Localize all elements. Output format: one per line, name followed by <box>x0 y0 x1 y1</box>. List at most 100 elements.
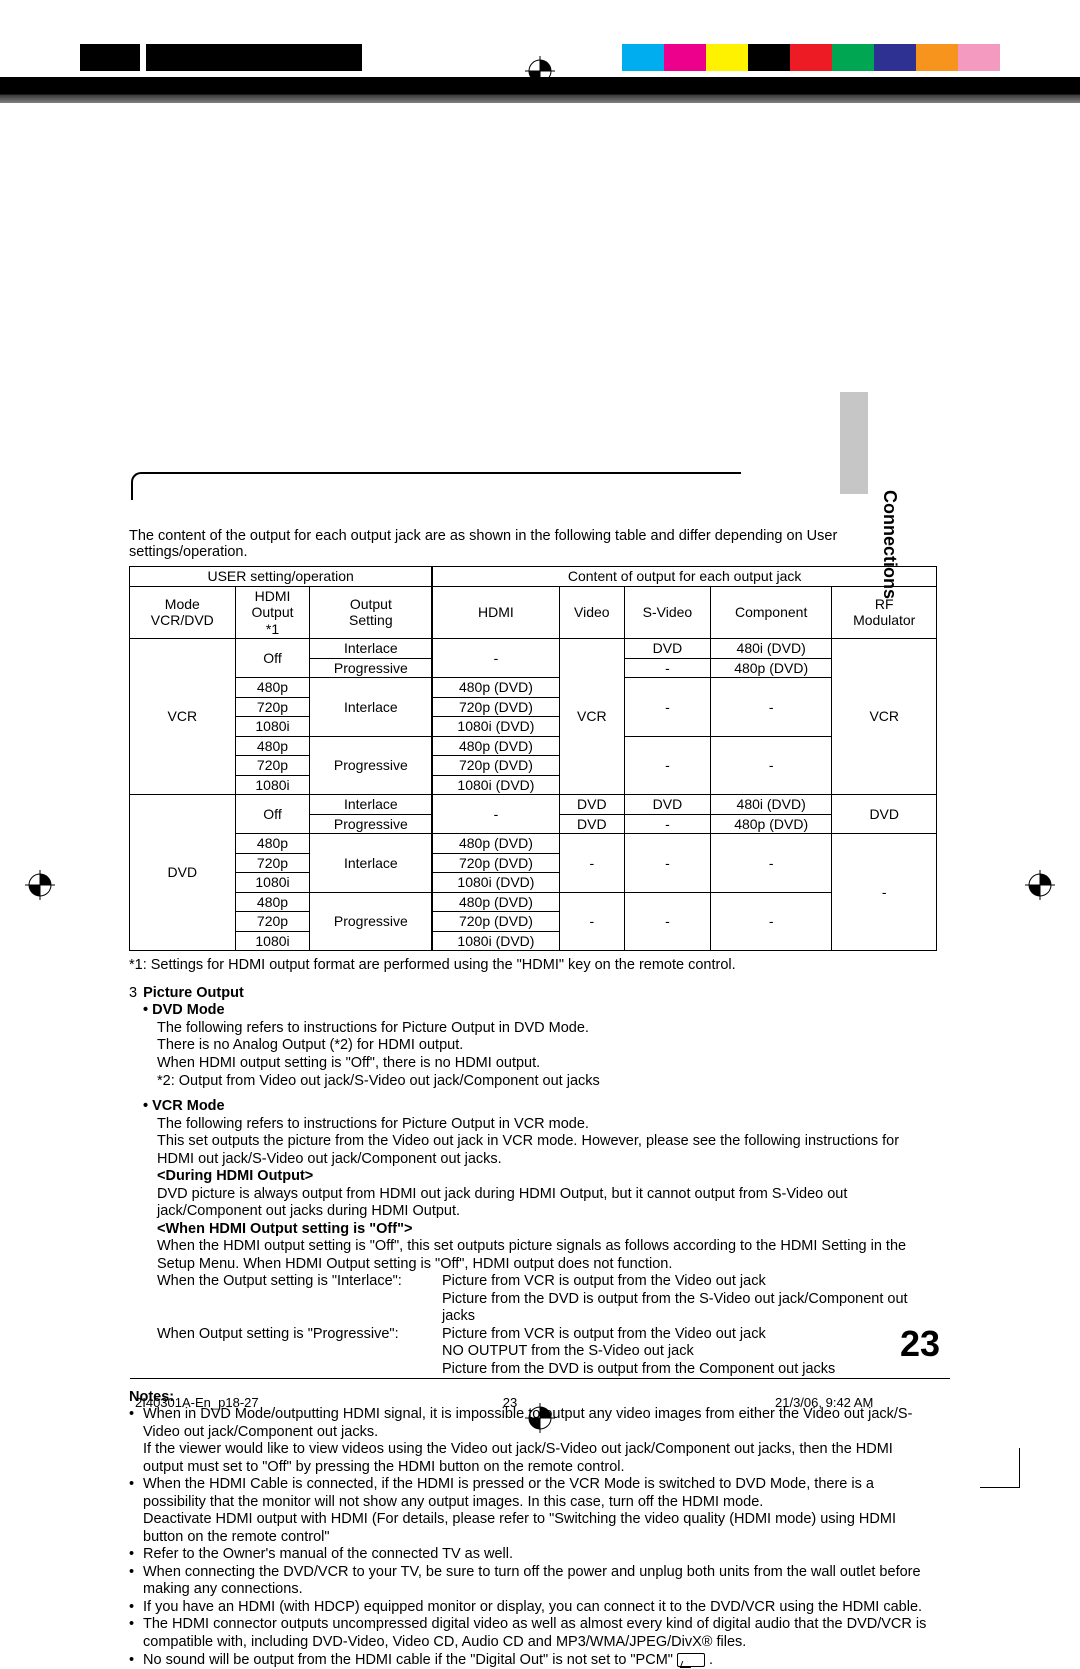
table-header-cell: S-Video <box>624 586 710 639</box>
table-header-cell: Component <box>710 586 832 639</box>
registration-cross-icon <box>525 1403 555 1433</box>
text-line: Picture from the DVD is output from the … <box>442 1361 937 1379</box>
table-cell: 480p (DVD) <box>432 736 559 756</box>
dvd-mode-title: • DVD Mode <box>143 1002 937 1020</box>
section-tab <box>840 392 868 494</box>
table-cell: - <box>624 678 710 737</box>
picture-output-section: 3 Picture Output • DVD Mode The followin… <box>129 985 937 1379</box>
table-cell: - <box>624 834 710 893</box>
table-cell: VCR <box>832 639 937 795</box>
text-line: When HDMI output setting is "Off", there… <box>157 1055 937 1073</box>
table-cell: Progressive <box>310 814 432 834</box>
note-item: •When connecting the DVD/VCR to your TV,… <box>129 1564 937 1599</box>
when-off-title: <When HDMI Output setting is "Off"> <box>157 1221 937 1239</box>
text-line: Picture from VCR is output from the Vide… <box>442 1326 937 1344</box>
table-cell: 480p (DVD) <box>432 834 559 854</box>
table-cell: DVD <box>559 814 624 834</box>
table-cell: DVD <box>624 639 710 659</box>
table-cell: 480p <box>235 834 310 854</box>
table-cell: 720p (DVD) <box>432 697 559 717</box>
footer-page: 23 <box>355 1395 665 1410</box>
table-cell: 1080i (DVD) <box>432 873 559 893</box>
table-cell: 480p <box>235 678 310 698</box>
during-hdmi-text: DVD picture is always output from HDMI o… <box>157 1186 937 1221</box>
table-cell: DVD <box>832 795 937 834</box>
table-cell: - <box>710 736 832 795</box>
table-cell: - <box>624 736 710 795</box>
table-cell: 1080i <box>235 873 310 893</box>
text-line: This set outputs the picture from the Vi… <box>157 1133 937 1168</box>
table-cell: Progressive <box>310 892 432 951</box>
registration-cross-icon <box>1025 870 1055 900</box>
table-header-cell: ModeVCR/DVD <box>130 586 236 639</box>
table-cell: Interlace <box>310 639 432 659</box>
table-cell: 480p (DVD) <box>432 678 559 698</box>
table-cell: 1080i (DVD) <box>432 775 559 795</box>
note-item: •No sound will be output from the HDMI c… <box>129 1652 937 1669</box>
table-cell: - <box>624 892 710 951</box>
table-cell: 720p (DVD) <box>432 853 559 873</box>
table-cell: 720p <box>235 756 310 776</box>
during-hdmi-title: <During HDMI Output> <box>157 1168 937 1186</box>
table-cell: - <box>832 834 937 951</box>
text-line: The following refers to instructions for… <box>157 1116 937 1134</box>
interlace-label: When the Output setting is "Interlace": <box>157 1273 442 1326</box>
text-line: *2: Output from Video out jack/S-Video o… <box>157 1073 937 1091</box>
table-cell: 480p (DVD) <box>710 658 832 678</box>
table-cell: VCR <box>559 639 624 795</box>
vcr-mode-title: • VCR Mode <box>143 1098 937 1116</box>
table-cell: 720p <box>235 697 310 717</box>
table-cell: 1080i <box>235 717 310 737</box>
table-header-cell: OutputSetting <box>310 586 432 639</box>
table-cell: 480p <box>235 736 310 756</box>
color-swatch <box>622 44 664 71</box>
table-cell: DVD <box>559 795 624 815</box>
table-cell: 720p (DVD) <box>432 756 559 776</box>
table-head-group-right: Content of output for each output jack <box>432 567 936 587</box>
table-cell: Interlace <box>310 795 432 815</box>
table-header-cell: HDMIOutput*1 <box>235 586 310 639</box>
registration-color-squares <box>622 44 1000 71</box>
table-cell: - <box>432 795 559 834</box>
text-line: Picture from the DVD is output from the … <box>442 1291 937 1326</box>
table-cell: VCR <box>130 639 236 795</box>
section-number: 3 <box>129 985 137 1003</box>
table-cell: 480i (DVD) <box>710 639 832 659</box>
page-ref-icon <box>677 1653 705 1667</box>
text-line: There is no Analog Output (*2) for HDMI … <box>157 1037 937 1055</box>
registration-cross-icon <box>25 870 55 900</box>
table-cell: - <box>624 658 710 678</box>
note-item: •Refer to the Owner's manual of the conn… <box>129 1546 937 1564</box>
table-header-cell: RFModulator <box>832 586 937 639</box>
color-swatch <box>832 44 874 71</box>
color-swatch <box>916 44 958 71</box>
when-off-text: When the HDMI output setting is "Off", t… <box>157 1238 937 1273</box>
text-line: NO OUTPUT from the S-Video out jack <box>442 1343 937 1361</box>
registration-black-squares <box>80 44 362 71</box>
note-item: •When the HDMI Cable is connected, if th… <box>129 1476 937 1546</box>
page-number: 23 <box>900 1323 940 1365</box>
table-cell: - <box>559 892 624 951</box>
table-cell: Interlace <box>310 834 432 893</box>
table-header-cell: HDMI <box>432 586 559 639</box>
color-swatch <box>874 44 916 71</box>
table-cell: Progressive <box>310 736 432 795</box>
footnote-1: *1: Settings for HDMI output format are … <box>129 957 937 975</box>
table-cell: 1080i (DVD) <box>432 931 559 951</box>
table-cell: - <box>559 834 624 893</box>
table-header-cell: Video <box>559 586 624 639</box>
note-item: •If you have an HDMI (with HDCP) equippe… <box>129 1599 937 1617</box>
footer-ruler <box>130 1378 950 1379</box>
table-cell: - <box>710 678 832 737</box>
table-cell: - <box>624 814 710 834</box>
color-swatch <box>664 44 706 71</box>
page-content: The content of the output for each outpu… <box>129 480 937 1669</box>
footer-date: 21/3/06, 9:42 AM <box>665 1395 935 1410</box>
table-cell: 480i (DVD) <box>710 795 832 815</box>
table-cell: - <box>432 639 559 678</box>
black-band <box>0 77 1080 103</box>
note-item: •The HDMI connector outputs uncompressed… <box>129 1616 937 1651</box>
color-swatch <box>958 44 1000 71</box>
table-cell: DVD <box>624 795 710 815</box>
color-swatch <box>748 44 790 71</box>
